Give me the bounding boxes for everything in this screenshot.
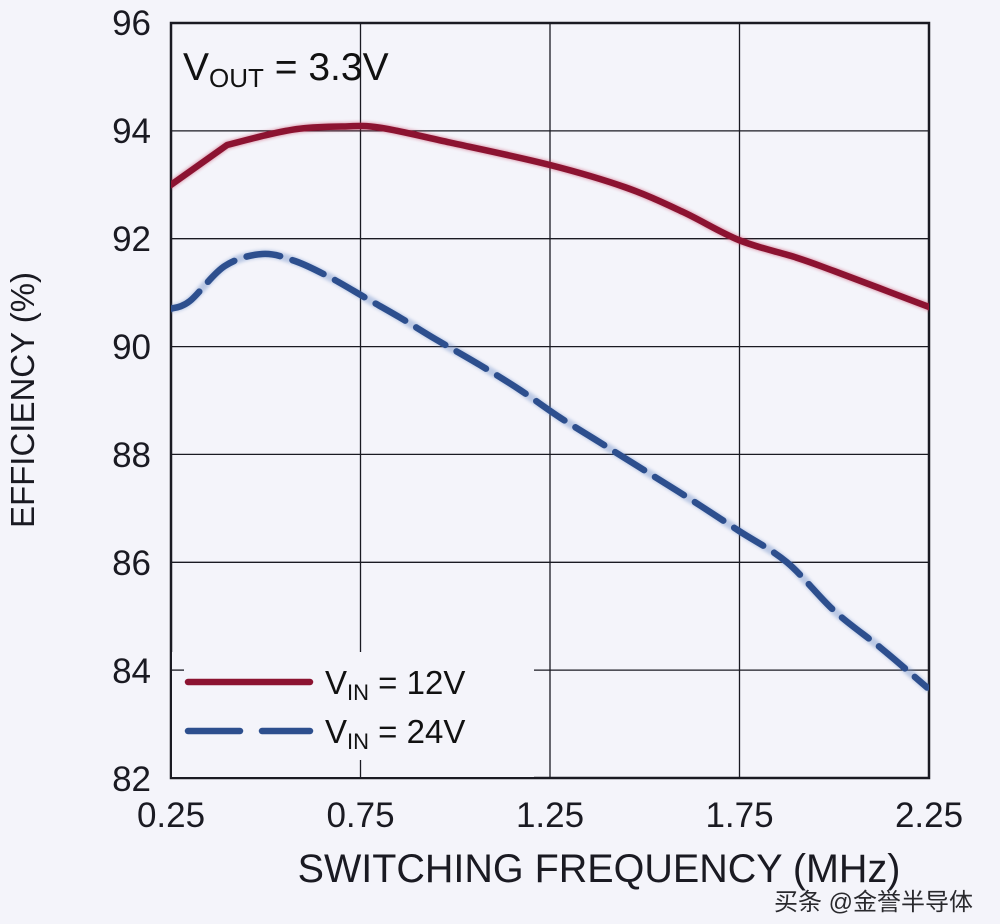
svg-text:2.25: 2.25 bbox=[895, 796, 963, 835]
svg-text:96: 96 bbox=[112, 4, 151, 43]
svg-text:94: 94 bbox=[112, 112, 151, 151]
svg-text:92: 92 bbox=[112, 220, 151, 259]
svg-text:84: 84 bbox=[112, 652, 151, 691]
svg-text:EFFICIENCY (%): EFFICIENCY (%) bbox=[4, 272, 41, 528]
svg-text:VIN = 12V: VIN = 12V bbox=[325, 664, 465, 705]
svg-text:88: 88 bbox=[112, 436, 151, 475]
svg-text:买条 @金誉半导体: 买条 @金誉半导体 bbox=[774, 889, 973, 916]
svg-text:82: 82 bbox=[112, 760, 151, 799]
svg-text:86: 86 bbox=[112, 544, 151, 583]
svg-text:SWITCHING FREQUENCY (MHz): SWITCHING FREQUENCY (MHz) bbox=[298, 847, 901, 891]
svg-text:0.75: 0.75 bbox=[326, 796, 394, 835]
svg-text:VIN = 24V: VIN = 24V bbox=[325, 713, 465, 754]
svg-text:1.25: 1.25 bbox=[516, 796, 584, 835]
svg-text:0.25: 0.25 bbox=[137, 796, 205, 835]
svg-text:1.75: 1.75 bbox=[705, 796, 773, 835]
svg-text:90: 90 bbox=[112, 328, 151, 367]
